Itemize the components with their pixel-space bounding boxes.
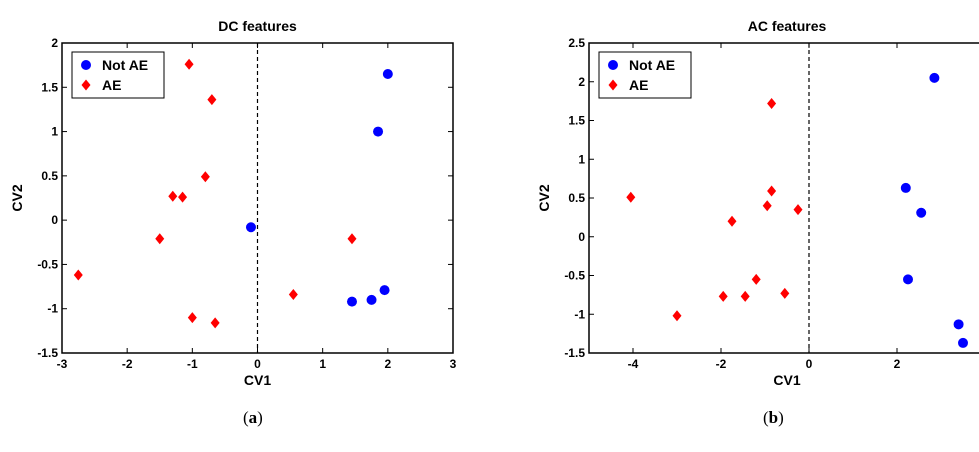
x-tick-label: -2	[122, 357, 133, 371]
caption-b: (b)	[763, 408, 784, 427]
y-axis-label: CV2	[9, 184, 25, 211]
y-tick-label: 0	[578, 230, 585, 244]
data-point-ae	[73, 269, 83, 281]
y-tick-label: 0.5	[568, 191, 585, 205]
y-tick-label: -1	[47, 302, 58, 316]
legend-label: AE	[102, 77, 121, 93]
legend-label: Not AE	[102, 57, 148, 73]
data-point-ae	[626, 191, 636, 203]
x-tick-label: -4	[628, 357, 639, 371]
data-point-ae	[727, 215, 737, 227]
y-tick-label: -1	[574, 307, 585, 321]
legend-marker-ae	[608, 79, 618, 91]
y-tick-label: 0	[51, 213, 58, 227]
x-tick-label: 2	[894, 357, 901, 371]
x-axis-label: CV1	[773, 372, 800, 388]
data-point-not-ae	[373, 126, 384, 137]
data-point-ae	[718, 290, 728, 302]
y-axis-label: CV2	[536, 184, 552, 211]
y-tick-label: 2.5	[568, 36, 585, 50]
data-point-ae	[207, 94, 217, 106]
data-point-not-ae	[958, 337, 968, 348]
data-point-ae	[184, 58, 194, 70]
data-point-not-ae	[379, 285, 390, 296]
data-point-ae	[210, 317, 220, 329]
data-point-ae	[740, 290, 750, 302]
data-point-ae	[751, 273, 761, 285]
data-point-ae	[347, 233, 357, 245]
x-tick-label: 0	[806, 357, 813, 371]
legend-marker-not-ae	[81, 60, 91, 70]
data-point-not-ae	[953, 319, 964, 330]
data-point-ae	[762, 200, 772, 212]
data-point-ae	[793, 204, 803, 216]
caption-a: (a)	[243, 408, 263, 427]
data-point-ae	[288, 289, 298, 301]
legend-label: Not AE	[629, 57, 675, 73]
data-point-ae	[767, 97, 777, 109]
y-tick-label: -0.5	[37, 257, 58, 271]
data-point-not-ae	[916, 207, 927, 218]
data-point-not-ae	[245, 222, 256, 233]
data-point-not-ae	[346, 296, 357, 307]
y-tick-label: 2	[51, 36, 58, 50]
data-point-ae	[187, 312, 197, 324]
chart-dc-features: DC features -3 -2 -1 0 1 2 3 -1.5 -1 -0.5 0 0.5 1 1.5 2…	[9, 18, 457, 388]
y-tick-label: -0.5	[564, 269, 585, 283]
legend-label: AE	[629, 77, 648, 93]
y-tick-label: 2	[578, 75, 585, 89]
data-point-not-ae	[929, 72, 940, 83]
y-tick-label: 0.5	[41, 169, 58, 183]
data-point-ae	[767, 185, 777, 197]
x-axis-label: CV1	[244, 372, 271, 388]
legend-marker-not-ae	[608, 60, 618, 70]
data-point-ae	[672, 310, 682, 322]
y-tick-label: 1.5	[41, 80, 58, 94]
chart-title: DC features	[218, 18, 297, 34]
y-tick-label: 1	[51, 125, 58, 139]
data-point-ae	[168, 190, 178, 202]
x-tick-label: -1	[187, 357, 198, 371]
x-tick-label: 2	[384, 357, 391, 371]
data-point-ae	[200, 171, 210, 183]
y-tick-label: -1.5	[37, 346, 58, 360]
y-tick-label: -1.5	[564, 346, 585, 360]
x-tick-label: 1	[319, 357, 326, 371]
x-tick-label: 3	[450, 357, 457, 371]
data-point-ae	[155, 233, 165, 245]
data-point-not-ae	[903, 274, 913, 285]
x-tick-label: -2	[716, 357, 727, 371]
data-point-ae	[780, 287, 790, 299]
legend-marker-ae	[81, 79, 91, 91]
y-tick-label: 1.5	[568, 114, 585, 128]
data-point-not-ae	[900, 182, 911, 193]
chart-title: AC features	[748, 18, 827, 34]
data-point-not-ae	[382, 69, 393, 79]
x-tick-label: -3	[57, 357, 68, 371]
chart-ac-features: AC features-4-2024-1.5-1-0.500.511.522.5…	[536, 18, 979, 388]
y-tick-label: 1	[578, 152, 585, 166]
data-point-not-ae	[366, 294, 377, 305]
x-tick-label: 0	[254, 357, 261, 371]
data-point-ae	[178, 191, 188, 203]
legend-box	[71, 51, 165, 99]
legend-box	[598, 51, 692, 99]
